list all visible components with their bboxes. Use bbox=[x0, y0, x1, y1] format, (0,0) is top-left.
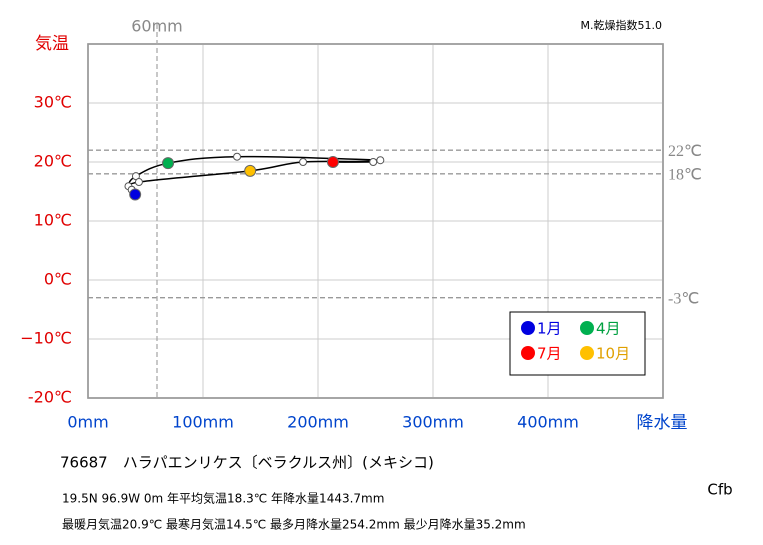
y-tick-label: −10℃ bbox=[20, 329, 72, 348]
y-tick-label: -20℃ bbox=[28, 388, 72, 407]
x-tick-label: 400mm bbox=[517, 413, 579, 432]
highlight-point bbox=[162, 157, 175, 170]
x-axis-label: 降水量 bbox=[637, 413, 688, 433]
legend-label: 10月 bbox=[596, 345, 630, 363]
highlight-point bbox=[244, 164, 257, 177]
reference-label: 22℃ bbox=[668, 143, 702, 160]
climate-class: Cfb bbox=[707, 481, 732, 499]
y-tick-label: 30℃ bbox=[34, 93, 72, 112]
highlight-point bbox=[129, 188, 142, 201]
legend-label: 4月 bbox=[596, 320, 621, 338]
month-point bbox=[134, 178, 143, 187]
legend-marker bbox=[580, 346, 594, 360]
x-tick-label: 0mm bbox=[67, 413, 108, 432]
x-tick-label: 300mm bbox=[402, 413, 464, 432]
legend-label: 1月 bbox=[537, 320, 562, 338]
highlight-point bbox=[326, 156, 339, 168]
y-tick-label: 10℃ bbox=[34, 211, 72, 230]
legend-marker bbox=[521, 321, 535, 335]
plot-border bbox=[87, 43, 664, 399]
dryness-index: M.乾燥指数51.0 bbox=[581, 18, 662, 32]
legend-marker bbox=[521, 346, 535, 360]
legend bbox=[509, 311, 646, 376]
legend-label: 7月 bbox=[537, 345, 562, 363]
month-point bbox=[369, 158, 378, 166]
reference-label: -3℃ bbox=[668, 290, 699, 307]
station-name: 76687 ハラパエンリケス〔ベラクルス州〕(メキシコ) bbox=[60, 454, 434, 472]
station-stats: 最暖月気温20.9℃ 最寒月気温14.5℃ 最多月降水量254.2mm 最少月降… bbox=[62, 517, 526, 532]
reference-label: 18℃ bbox=[668, 166, 702, 183]
legend-marker bbox=[580, 321, 594, 335]
y-tick-label: 0℃ bbox=[44, 270, 72, 289]
month-point bbox=[376, 156, 385, 165]
y-axis-label: 気温 bbox=[35, 34, 69, 54]
station-info: 19.5N 96.9W 0m 年平均気温18.3℃ 年降水量1443.7mm bbox=[62, 491, 384, 506]
month-point bbox=[233, 152, 242, 161]
reference-label: 60mm bbox=[131, 17, 183, 36]
x-tick-label: 100mm bbox=[172, 413, 234, 432]
y-tick-label: 20℃ bbox=[34, 152, 72, 171]
x-tick-label: 200mm bbox=[287, 413, 349, 432]
month-point bbox=[299, 158, 308, 166]
